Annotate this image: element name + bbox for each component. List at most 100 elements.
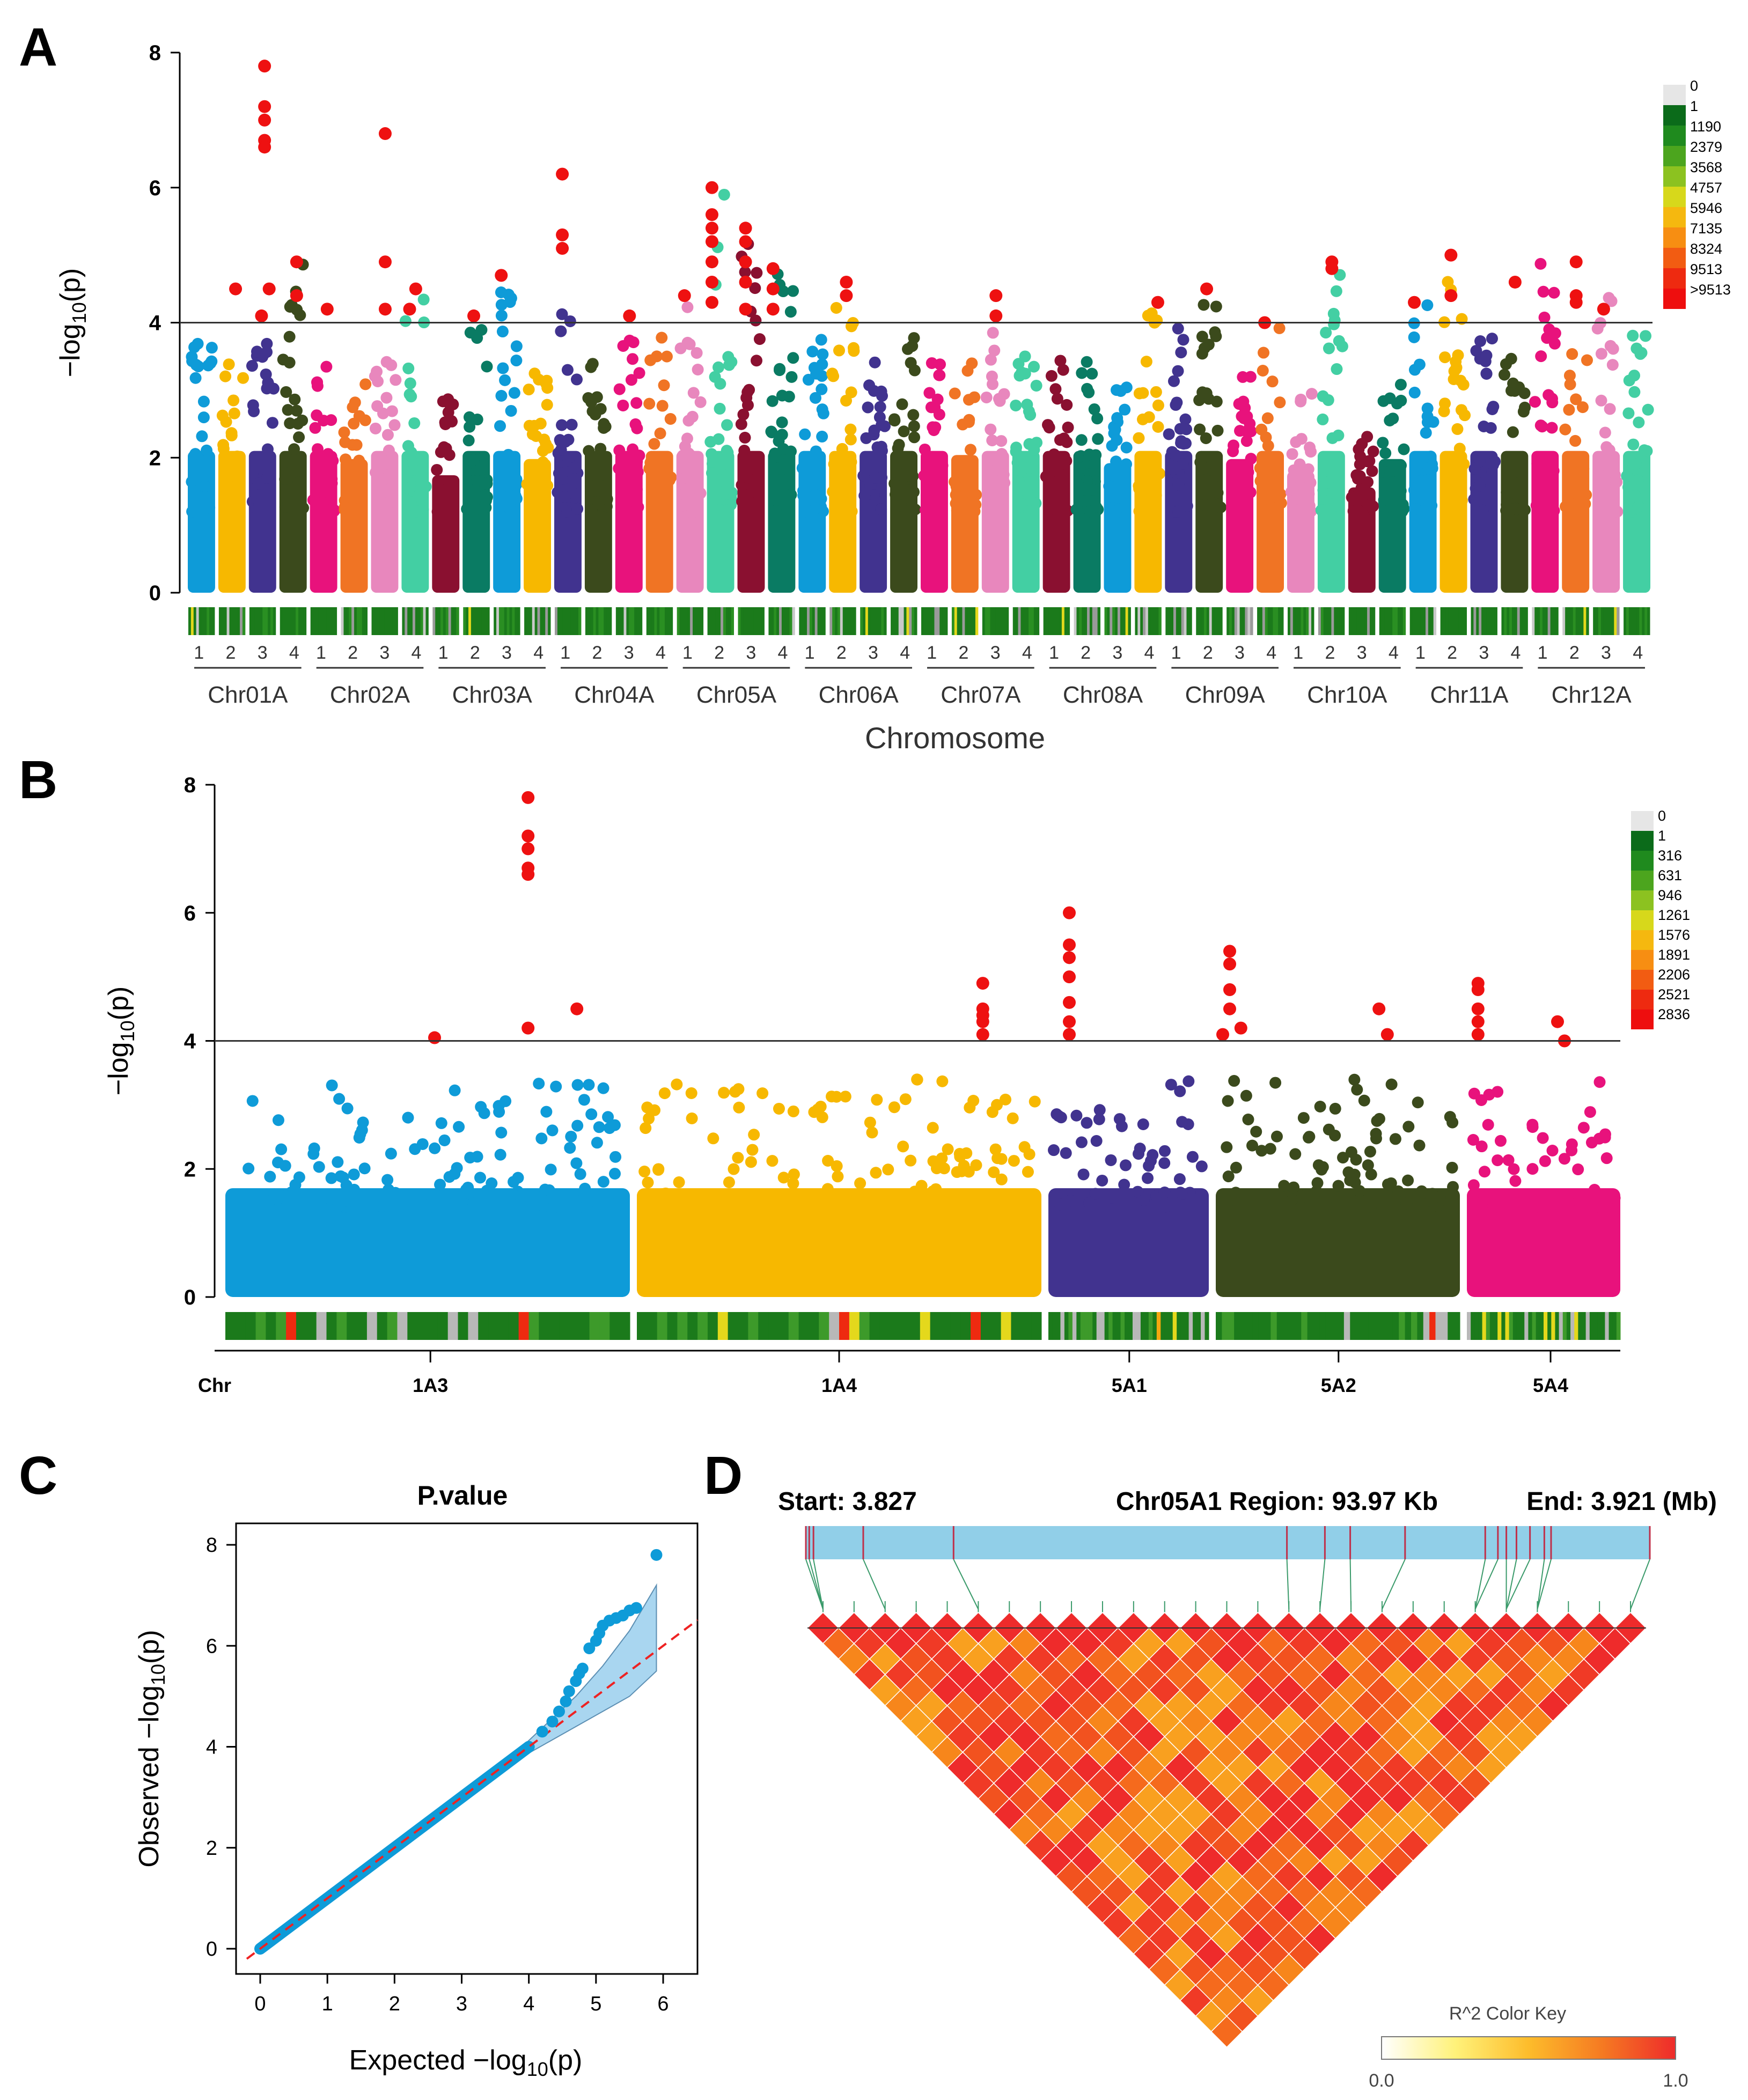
- panel-a-point: [403, 388, 416, 401]
- panel-a-density-cell: [1443, 607, 1446, 635]
- panel-b-point: [449, 1168, 461, 1180]
- panel-a-density-cell: [395, 607, 398, 635]
- panel-b-significant-point: [1216, 1028, 1229, 1041]
- panel-a-subgenome-label: 2: [958, 643, 968, 663]
- panel-a-density-cell: [1367, 607, 1370, 635]
- panel-b-point: [467, 1197, 480, 1209]
- panel-b-point: [1186, 1151, 1199, 1163]
- panel-a-point: [1090, 501, 1103, 513]
- panel-a-subgenome-label: 3: [258, 643, 268, 663]
- panel-a-point: [521, 478, 533, 490]
- panel-a-density-cell: [768, 607, 772, 635]
- panel-a-density-cell: [509, 607, 512, 635]
- panel-a-point: [1474, 335, 1487, 348]
- panel-a-density-cell: [1409, 607, 1413, 635]
- panel-a-point: [371, 400, 384, 412]
- panel-b-density-cell: [1448, 1312, 1455, 1340]
- panel-a-point: [1448, 463, 1460, 475]
- panel-b-point: [1083, 1197, 1096, 1209]
- panel-b-density-cell: [1325, 1312, 1332, 1340]
- panel-a-density-cell: [1568, 607, 1571, 635]
- panel-a-point: [632, 501, 644, 513]
- panel-a-point: [1170, 449, 1182, 461]
- panel-a-point: [835, 468, 847, 481]
- panel-b-density-cell: [1501, 1312, 1505, 1340]
- panel-a-significant-point: [678, 289, 691, 303]
- panel-b-legend-label: 631: [1658, 867, 1682, 883]
- panel-a-point: [1294, 458, 1306, 470]
- panel-b-point: [313, 1161, 325, 1173]
- panel-a-density-cell: [578, 607, 582, 635]
- panel-b-point: [1093, 1104, 1106, 1116]
- panel-a-point: [556, 419, 568, 431]
- panel-a-significant-point: [229, 282, 243, 296]
- panel-a-point: [970, 489, 982, 501]
- panel-b-point: [1173, 1173, 1186, 1185]
- panel-a-point: [908, 486, 920, 498]
- panel-b-point: [229, 1201, 241, 1213]
- panel-a-point: [682, 415, 695, 427]
- panel-a-point: [317, 415, 329, 427]
- panel-a-density-cell: [456, 607, 459, 635]
- panel-a-density-cell: [463, 607, 466, 635]
- panel-b-significant-point: [428, 1031, 441, 1044]
- panel-a-point: [1607, 458, 1619, 470]
- panel-b-point: [693, 1188, 705, 1200]
- panel-a-segment: [1438, 276, 1471, 593]
- panel-a-subgenome-label: 4: [1389, 643, 1399, 663]
- panel-a-density-cell: [990, 607, 993, 635]
- panel-a-density-cell: [1278, 607, 1281, 635]
- panel-a-point: [1633, 416, 1645, 429]
- panel-a-point: [1172, 505, 1185, 518]
- panel-a-segment: [1070, 356, 1104, 593]
- panel-a-density-cell: [293, 607, 296, 635]
- panel-b-density-cell: [1338, 1312, 1345, 1340]
- panel-a-density-cell: [1553, 607, 1556, 635]
- panel-a-density-cell: [1082, 607, 1085, 635]
- panel-b-point: [376, 1200, 388, 1212]
- panel-a-density-cell: [1598, 607, 1602, 635]
- panel-b-significant-point: [1063, 951, 1076, 964]
- panel-a-point: [1172, 322, 1184, 335]
- panel-a-point: [987, 465, 1000, 477]
- panel-a-density-cell: [1005, 607, 1009, 635]
- panel-a-point: [471, 414, 483, 426]
- panel-a-density-cell: [1453, 607, 1457, 635]
- panel-b-point: [1269, 1077, 1282, 1089]
- panel-a-density-cell: [621, 607, 625, 635]
- panel-a-segment-body: [1257, 451, 1284, 593]
- panel-a-point: [408, 464, 420, 476]
- panel-b-point: [1317, 1161, 1329, 1173]
- panel-a-legend-swatch: [1663, 126, 1686, 146]
- panel-a-point: [555, 325, 567, 337]
- panel-a-subgenome-label: 2: [225, 643, 236, 663]
- panel-b-significant-point: [1063, 906, 1076, 919]
- panel-a-point: [720, 458, 732, 470]
- panel-a-point: [589, 408, 601, 421]
- panel-a-segment: [918, 357, 949, 593]
- panel-b-density-cell: [758, 1312, 769, 1340]
- panel-a-density-cell: [1440, 607, 1443, 635]
- panel-a-point: [261, 337, 273, 350]
- panel-a-density-cell: [1092, 607, 1096, 635]
- panel-b-density-cell: [859, 1312, 870, 1340]
- panel-a-point: [1537, 504, 1549, 516]
- panel-a-point: [1319, 504, 1331, 517]
- panel-a-density-cell: [1458, 607, 1462, 635]
- panel-b-point: [927, 1122, 939, 1134]
- panel-b-significant-point: [976, 977, 989, 990]
- panel-a-point: [1377, 437, 1389, 449]
- panel-a-point: [982, 479, 994, 491]
- panel-a-density-cell: [820, 607, 823, 635]
- panel-a-point: [359, 414, 371, 426]
- panel-a-density-cell: [1611, 607, 1614, 635]
- panel-b-density-bar: [225, 1312, 1621, 1340]
- panel-b-significant-point: [1380, 1028, 1394, 1041]
- panel-b-significant-point: [1551, 1015, 1564, 1028]
- panel-a-point: [1421, 402, 1434, 415]
- panel-a-density-cell: [728, 607, 732, 635]
- panel-a-point: [1468, 462, 1481, 475]
- panel-b-density-cell: [1386, 1312, 1393, 1340]
